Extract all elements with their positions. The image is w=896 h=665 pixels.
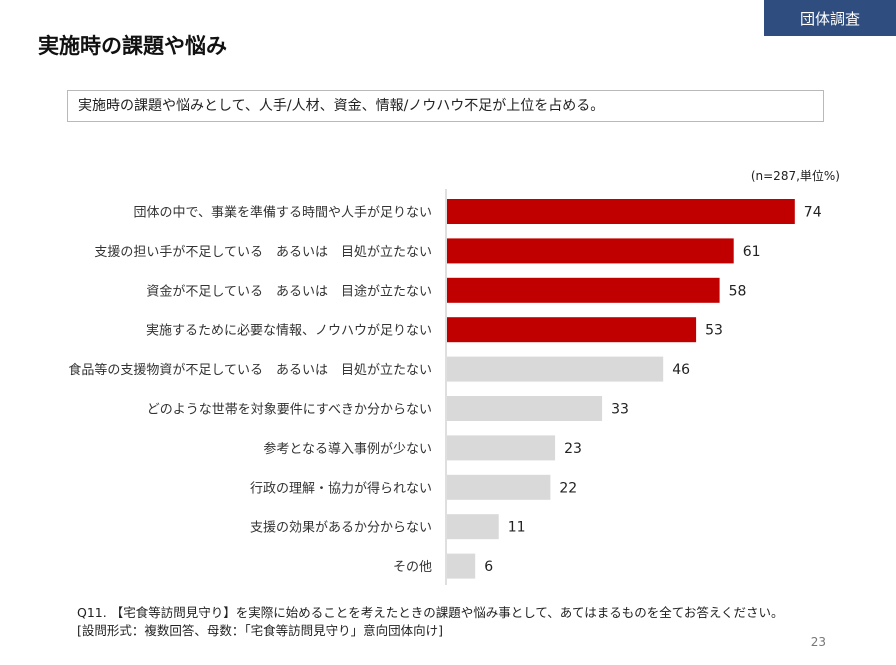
bar bbox=[447, 435, 556, 461]
bar bbox=[447, 553, 476, 579]
question-text: Q11. 【宅食等訪問見守り】を実際に始めることを考えたときの課題や悩み事として… bbox=[77, 605, 784, 620]
category-label: 参考となる導入事例が少ない bbox=[263, 441, 432, 457]
survey-type-badge: 団体調査 bbox=[764, 0, 896, 36]
bar bbox=[447, 317, 697, 343]
page-number: 23 bbox=[810, 635, 826, 649]
data-label: 53 bbox=[705, 323, 723, 339]
data-label: 33 bbox=[611, 402, 629, 418]
category-label: 実施するために必要な情報、ノウハウが足りない bbox=[146, 323, 432, 339]
bar bbox=[447, 514, 499, 540]
data-label: 23 bbox=[564, 441, 582, 457]
category-label: どのような世帯を対象要件にすべきか分からない bbox=[147, 403, 432, 418]
data-label: 58 bbox=[729, 283, 747, 299]
bar bbox=[447, 277, 720, 303]
data-label: 22 bbox=[559, 480, 577, 496]
data-label: 74 bbox=[804, 205, 822, 221]
category-label: その他 bbox=[393, 560, 432, 575]
summary-box: 実施時の課題や悩みとして、人手/人材、資金、情報/ノウハウ不足が上位を占める。 bbox=[67, 90, 824, 122]
data-label: 11 bbox=[508, 520, 526, 536]
category-label: 行政の理解・協力が得られない bbox=[250, 480, 432, 496]
bar bbox=[447, 238, 734, 264]
category-label: 支援の担い手が不足している あるいは 目処が立たない bbox=[94, 245, 432, 260]
data-label: 61 bbox=[743, 244, 761, 260]
question-format: [設問形式：複数回答、母数：「宅食等訪問見守り」意向団体向け] bbox=[77, 623, 444, 638]
category-label: 食品等の支援物資が不足している あるいは 目処が立たない bbox=[68, 362, 432, 378]
bar bbox=[447, 356, 664, 382]
category-label: 団体の中で、事業を準備する時間や人手が足りない bbox=[134, 205, 432, 221]
sample-size-note: (n=287,単位%) bbox=[750, 169, 840, 183]
category-label: 支援の効果があるか分からない bbox=[250, 521, 432, 536]
bar bbox=[447, 199, 795, 224]
page-title: 実施時の課題や悩み bbox=[38, 34, 227, 58]
question-footnote: Q11. 【宅食等訪問見守り】を実際に始めることを考えたときの課題や悩み事として… bbox=[77, 604, 783, 640]
bar-chart: 団体の中で、事業を準備する時間や人手が足りない 74 支援の担い手が不足している あ… bbox=[68, 189, 822, 585]
data-label: 6 bbox=[484, 559, 493, 575]
data-label: 46 bbox=[672, 362, 690, 378]
bar bbox=[447, 474, 551, 500]
category-label: 資金が不足している あるいは 目途が立たない bbox=[146, 283, 432, 299]
bar bbox=[447, 396, 603, 421]
